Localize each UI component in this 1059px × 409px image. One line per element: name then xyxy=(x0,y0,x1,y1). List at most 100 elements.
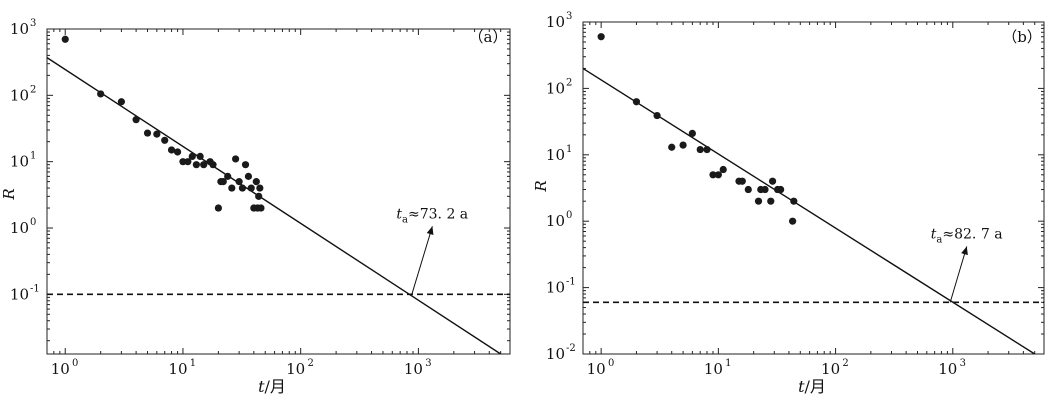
data-point-a xyxy=(143,129,152,137)
y-tick-label-b: 10 xyxy=(546,279,565,297)
x-tick-label-b: 10 xyxy=(704,360,723,378)
fit-line-a xyxy=(47,57,502,354)
data-point-b xyxy=(696,145,704,154)
data-point-a xyxy=(255,192,263,200)
x-tick-label-b: 10 xyxy=(587,360,606,378)
data-point-a xyxy=(161,136,169,144)
data-point-b xyxy=(719,165,727,174)
data-point-a xyxy=(153,130,161,138)
data-point-a xyxy=(214,204,222,212)
x-axis-unit-a: /月 xyxy=(265,377,286,396)
data-point-a xyxy=(188,152,196,161)
data-point-b xyxy=(761,185,769,194)
data-point-b xyxy=(703,145,711,154)
data-point-a xyxy=(244,172,253,180)
x-tick-label-b: 10 xyxy=(938,360,957,378)
y-tick-exponent-a: 0 xyxy=(30,217,36,228)
annotation-label-a: ta≈73. 2 a xyxy=(396,206,468,225)
x-tick-exponent-a: 2 xyxy=(307,358,313,369)
data-point-b xyxy=(777,185,785,194)
data-point-b xyxy=(744,185,752,194)
data-point-a xyxy=(252,178,260,186)
x-tick-exponent-b: 3 xyxy=(960,358,966,369)
x-tick-label-a: 10 xyxy=(404,360,423,378)
y-tick-label-a: 10 xyxy=(10,285,29,303)
annotation-arrow-a xyxy=(411,226,433,295)
data-point-b xyxy=(790,197,798,205)
x-axis-unit-b: /月 xyxy=(805,377,826,396)
x-tick-exponent-b: 1 xyxy=(725,358,731,369)
data-point-b xyxy=(767,197,775,205)
y-tick-label-b: 10 xyxy=(546,345,565,363)
x-axis-symbol-b: t xyxy=(798,377,805,396)
data-point-a xyxy=(196,152,204,161)
data-point-b xyxy=(754,197,763,205)
data-point-a xyxy=(231,155,240,163)
y-tick-exponent-b: 3 xyxy=(566,11,572,22)
data-point-a xyxy=(61,35,69,43)
x-axis-label-a: t/月 xyxy=(258,377,286,396)
data-point-a xyxy=(167,146,176,154)
data-point-b xyxy=(632,98,641,106)
data-point-a xyxy=(235,178,243,186)
y-tick-label-b: 10 xyxy=(546,13,565,31)
y-tick-exponent-a: 3 xyxy=(30,18,36,29)
x-tick-exponent-b: 0 xyxy=(608,358,614,369)
y-axis-label-b: R xyxy=(532,180,550,192)
data-point-a xyxy=(241,161,250,169)
data-point-a xyxy=(117,98,126,106)
data-point-a xyxy=(173,148,182,156)
y-tick-label-a: 10 xyxy=(10,86,29,104)
annotation-arrow-b xyxy=(949,246,968,303)
y-tick-label-b: 10 xyxy=(546,79,565,97)
data-point-b xyxy=(597,33,605,41)
data-point-a xyxy=(200,161,208,169)
y-tick-exponent-a: -1 xyxy=(30,283,40,294)
y-tick-exponent-b: -2 xyxy=(566,343,576,354)
x-tick-label-a: 10 xyxy=(51,360,70,378)
data-point-a xyxy=(257,204,265,212)
data-point-a xyxy=(256,184,264,192)
data-point-b xyxy=(679,141,687,149)
data-point-b xyxy=(714,171,722,179)
x-axis-symbol-a: t xyxy=(258,377,265,396)
annotation-label-b: ta≈82. 7 a xyxy=(931,226,1003,245)
fit-line-b xyxy=(583,67,1036,354)
data-point-a xyxy=(209,161,217,169)
data-point-b xyxy=(768,177,777,185)
x-axis-label-b: t/月 xyxy=(798,377,826,396)
y-tick-label-b: 10 xyxy=(546,146,565,164)
x-tick-label-b: 10 xyxy=(821,360,840,378)
y-tick-exponent-b: 2 xyxy=(566,77,572,88)
data-point-b xyxy=(709,171,717,179)
y-tick-label-a: 10 xyxy=(10,20,29,38)
data-point-a xyxy=(192,161,200,169)
data-point-a xyxy=(224,172,232,180)
y-tick-exponent-b: 1 xyxy=(566,144,572,155)
x-tick-exponent-a: 3 xyxy=(425,358,431,369)
data-point-a xyxy=(97,90,105,98)
y-tick-label-b: 10 xyxy=(546,212,565,230)
y-tick-exponent-b: -1 xyxy=(566,277,576,288)
data-point-a xyxy=(238,184,247,192)
x-tick-label-a: 10 xyxy=(168,360,187,378)
y-axis-label-a: R xyxy=(0,188,18,200)
data-point-b xyxy=(688,129,696,138)
data-point-a xyxy=(247,184,255,192)
data-point-a xyxy=(184,158,192,166)
plot-frame-a xyxy=(46,28,511,355)
panel-label-a: （a） xyxy=(469,28,508,46)
y-tick-exponent-a: 2 xyxy=(30,84,36,95)
x-tick-exponent-a: 0 xyxy=(72,358,78,369)
data-point-b xyxy=(653,111,661,120)
data-point-b xyxy=(738,177,746,185)
data-point-a xyxy=(132,116,140,124)
y-tick-exponent-b: 0 xyxy=(566,210,572,221)
x-tick-exponent-a: 1 xyxy=(190,358,196,369)
data-point-a xyxy=(228,184,236,192)
annotation-arrowhead-a xyxy=(426,226,434,235)
annotation-arrowhead-b xyxy=(961,246,968,256)
y-tick-label-a: 10 xyxy=(10,219,29,237)
